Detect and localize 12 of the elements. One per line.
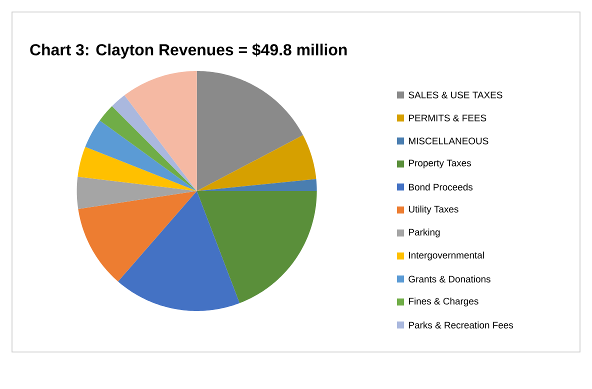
chart-title: Chart 3: Clayton Revenues = $49.8 million bbox=[30, 43, 347, 59]
legend-label: PERMITS & FEES bbox=[408, 114, 486, 122]
legend-label: SALES & USE TAXES bbox=[408, 92, 502, 98]
legend-label: Property Taxes bbox=[408, 160, 471, 168]
legend-label: Parks & Recreation Fees bbox=[408, 322, 514, 328]
legend-label: Parking bbox=[408, 228, 440, 238]
legend-label: Grants & Donations bbox=[408, 276, 490, 282]
legend-label: Bond Proceeds bbox=[408, 184, 473, 190]
legend-label: Intergovernmental bbox=[409, 252, 484, 260]
legend-label: Utility Taxes bbox=[408, 206, 458, 214]
legend-label: Fines & Charges bbox=[408, 298, 478, 306]
legend-label: MISCELLANEOUS bbox=[408, 138, 488, 144]
